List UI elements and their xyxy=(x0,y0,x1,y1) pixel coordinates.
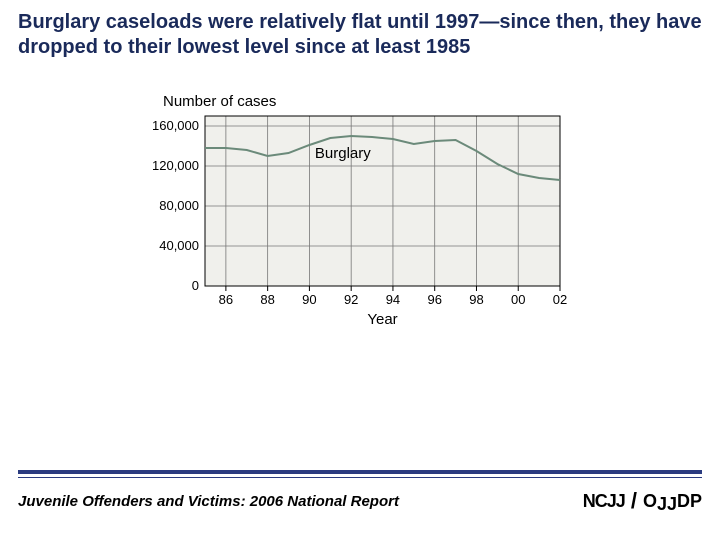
footer-rule-top xyxy=(18,470,702,474)
svg-text:0: 0 xyxy=(192,278,199,293)
footer-rule-bot xyxy=(18,477,702,478)
svg-text:00: 00 xyxy=(511,292,525,307)
svg-text:94: 94 xyxy=(386,292,400,307)
svg-text:86: 86 xyxy=(219,292,233,307)
chart-container: 0 40,000 80,000 120,000 160,000 86 88 90 92 94 96 9… xyxy=(18,88,702,358)
logo-slash: / xyxy=(631,488,637,514)
svg-text:92: 92 xyxy=(344,292,358,307)
footer-logos: NCJJ / OJJDP xyxy=(583,488,702,514)
footer: Juvenile Offenders and Victims: 2006 Nat… xyxy=(18,470,702,514)
ojjdp-logo: OJJDP xyxy=(643,491,702,512)
svg-text:Year: Year xyxy=(367,311,397,328)
svg-text:120,000: 120,000 xyxy=(152,158,199,173)
ncjj-logo: NCJJ xyxy=(583,491,625,512)
burglary-line-chart: 0 40,000 80,000 120,000 160,000 86 88 90 92 94 96 9… xyxy=(145,88,575,358)
svg-text:96: 96 xyxy=(427,292,441,307)
svg-text:98: 98 xyxy=(469,292,483,307)
svg-text:88: 88 xyxy=(260,292,274,307)
svg-text:90: 90 xyxy=(302,292,316,307)
svg-text:80,000: 80,000 xyxy=(159,198,199,213)
chart-svg: 0 40,000 80,000 120,000 160,000 86 88 90 92 94 96 9… xyxy=(145,88,575,353)
svg-text:160,000: 160,000 xyxy=(152,118,199,133)
svg-text:Number of cases: Number of cases xyxy=(163,93,276,110)
footer-source-text: Juvenile Offenders and Victims: 2006 Nat… xyxy=(18,493,399,510)
slide-title: Burglary caseloads were relatively flat … xyxy=(18,10,702,60)
svg-text:Burglary: Burglary xyxy=(315,145,371,162)
svg-text:40,000: 40,000 xyxy=(159,238,199,253)
svg-text:02: 02 xyxy=(553,292,567,307)
